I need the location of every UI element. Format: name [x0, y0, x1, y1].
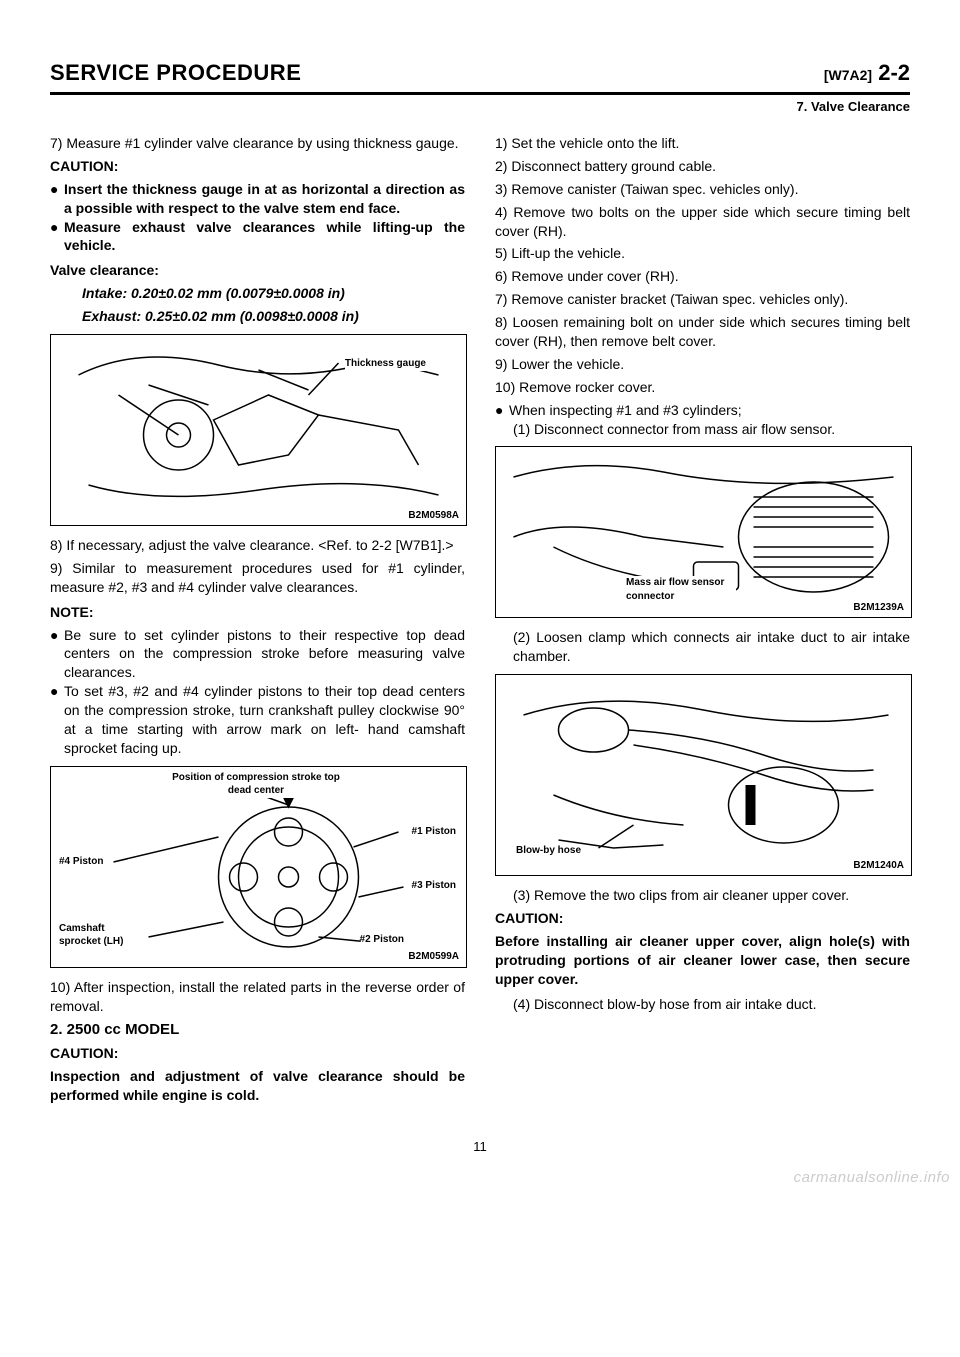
bullet-dot-icon: ●	[50, 218, 64, 256]
r-caution-heading: CAUTION:	[495, 909, 910, 928]
left-column: 7) Measure #1 cylinder valve clearance b…	[50, 134, 465, 1109]
caution-heading: CAUTION:	[50, 157, 465, 176]
figure-b-label-p3: #3 Piston	[412, 879, 456, 893]
figure-b-label-top: Position of compression stroke top dead …	[171, 771, 341, 798]
step-10-left: 10) After inspection, install the relate…	[50, 978, 465, 1016]
r-caution-text: Before installing air cleaner upper cove…	[495, 932, 910, 989]
caution-bullet-2: ● Measure exhaust valve clearances while…	[50, 218, 465, 256]
note-text-1: Be sure to set cylinder pistons to their…	[64, 626, 465, 683]
note-bullet-1: ● Be sure to set cylinder pistons to the…	[50, 626, 465, 683]
caution-bullet-1: ● Insert the thickness gauge in at as ho…	[50, 180, 465, 218]
bullet-dot-icon: ●	[50, 180, 64, 218]
figure-a-label: Thickness gauge	[345, 357, 426, 371]
figure-b-label-p1: #1 Piston	[412, 825, 456, 839]
r-step-6: 6) Remove under cover (RH).	[495, 267, 910, 286]
figure-d-label: Blow-by hose	[516, 844, 581, 858]
r-step-1: 1) Set the vehicle onto the lift.	[495, 134, 910, 153]
caution2-text: Inspection and adjustment of valve clear…	[50, 1067, 465, 1105]
r-step-4: 4) Remove two bolts on the upper side wh…	[495, 203, 910, 241]
figure-b-code: B2M0599A	[406, 950, 461, 964]
r-step-2: 2) Disconnect battery ground cable.	[495, 157, 910, 176]
step-9: 9) Similar to measurement procedures use…	[50, 559, 465, 597]
r-step-8: 8) Loosen remaining bolt on under side w…	[495, 313, 910, 351]
model-heading: 2. 2500 cc MODEL	[50, 1020, 465, 1040]
r-sub-3: (3) Remove the two clips from air cleane…	[495, 886, 910, 905]
figure-maf-sensor: Mass air flow sensor connector B2M1239A	[495, 446, 912, 618]
step-7: 7) Measure #1 cylinder valve clearance b…	[50, 134, 465, 153]
figure-c-code: B2M1239A	[851, 601, 906, 615]
right-column: 1) Set the vehicle onto the lift. 2) Dis…	[495, 134, 910, 1109]
header-code-big: 2-2	[878, 60, 910, 85]
figure-b-label-p4: #4 Piston	[59, 855, 103, 869]
page-header: SERVICE PROCEDURE [W7A2] 2-2	[50, 60, 910, 95]
intake-spec: Intake: 0.20±0.02 mm (0.0079±0.0008 in)	[50, 284, 465, 303]
bullet-dot-icon: ●	[50, 626, 64, 683]
header-code-small: [W7A2]	[824, 67, 872, 83]
header-subtitle: 7. Valve Clearance	[50, 99, 910, 114]
r-step-9: 9) Lower the vehicle.	[495, 355, 910, 374]
r-sub-4: (4) Disconnect blow-by hose from air int…	[495, 995, 910, 1014]
note-text-2: To set #3, #2 and #4 cylinder pistons to…	[64, 682, 465, 758]
r-bullet-1-text: When inspecting #1 and #3 cylinders;	[509, 401, 910, 420]
header-right: [W7A2] 2-2	[824, 60, 910, 86]
r-step-3: 3) Remove canister (Taiwan spec. vehicle…	[495, 180, 910, 199]
figure-d-code: B2M1240A	[851, 859, 906, 873]
bullet-dot-icon: ●	[50, 682, 64, 758]
header-code: [W7A2] 2-2	[824, 60, 910, 85]
figure-b-label-cam: Camshaft sprocket (LH)	[59, 922, 139, 949]
watermark: carmanualsonline.info	[794, 1169, 950, 1186]
caution-text-1: Insert the thickness gauge in at as hori…	[64, 180, 465, 218]
r-step-5: 5) Lift-up the vehicle.	[495, 244, 910, 263]
page-number: 11	[50, 1139, 910, 1154]
content-columns: 7) Measure #1 cylinder valve clearance b…	[50, 134, 910, 1109]
r-bullet-1: ● When inspecting #1 and #3 cylinders;	[495, 401, 910, 420]
header-title: SERVICE PROCEDURE	[50, 60, 301, 86]
figure-blowby-hose: Blow-by hose B2M1240A	[495, 674, 912, 876]
r-sub-1: (1) Disconnect connector from mass air f…	[495, 420, 910, 439]
r-step-10: 10) Remove rocker cover.	[495, 378, 910, 397]
note-bullet-2: ● To set #3, #2 and #4 cylinder pistons …	[50, 682, 465, 758]
exhaust-spec: Exhaust: 0.25±0.02 mm (0.0098±0.0008 in)	[50, 307, 465, 326]
caution2-heading: CAUTION:	[50, 1044, 465, 1063]
figure-sprocket: Position of compression stroke top dead …	[50, 766, 467, 968]
valve-clearance-heading: Valve clearance:	[50, 261, 465, 280]
figure-a-code: B2M0598A	[406, 509, 461, 523]
r-sub-2: (2) Loosen clamp which connects air inta…	[495, 628, 910, 666]
r-step-7: 7) Remove canister bracket (Taiwan spec.…	[495, 290, 910, 309]
step-8: 8) If necessary, adjust the valve cleara…	[50, 536, 465, 555]
bullet-dot-icon: ●	[495, 401, 509, 420]
caution-text-2: Measure exhaust valve clearances while l…	[64, 218, 465, 256]
note-heading: NOTE:	[50, 603, 465, 622]
figure-b-label-p2: #2 Piston	[360, 933, 404, 947]
figure-c-label: Mass air flow sensor connector	[626, 576, 736, 603]
figure-thickness-gauge: Thickness gauge B2M0598A	[50, 334, 467, 526]
